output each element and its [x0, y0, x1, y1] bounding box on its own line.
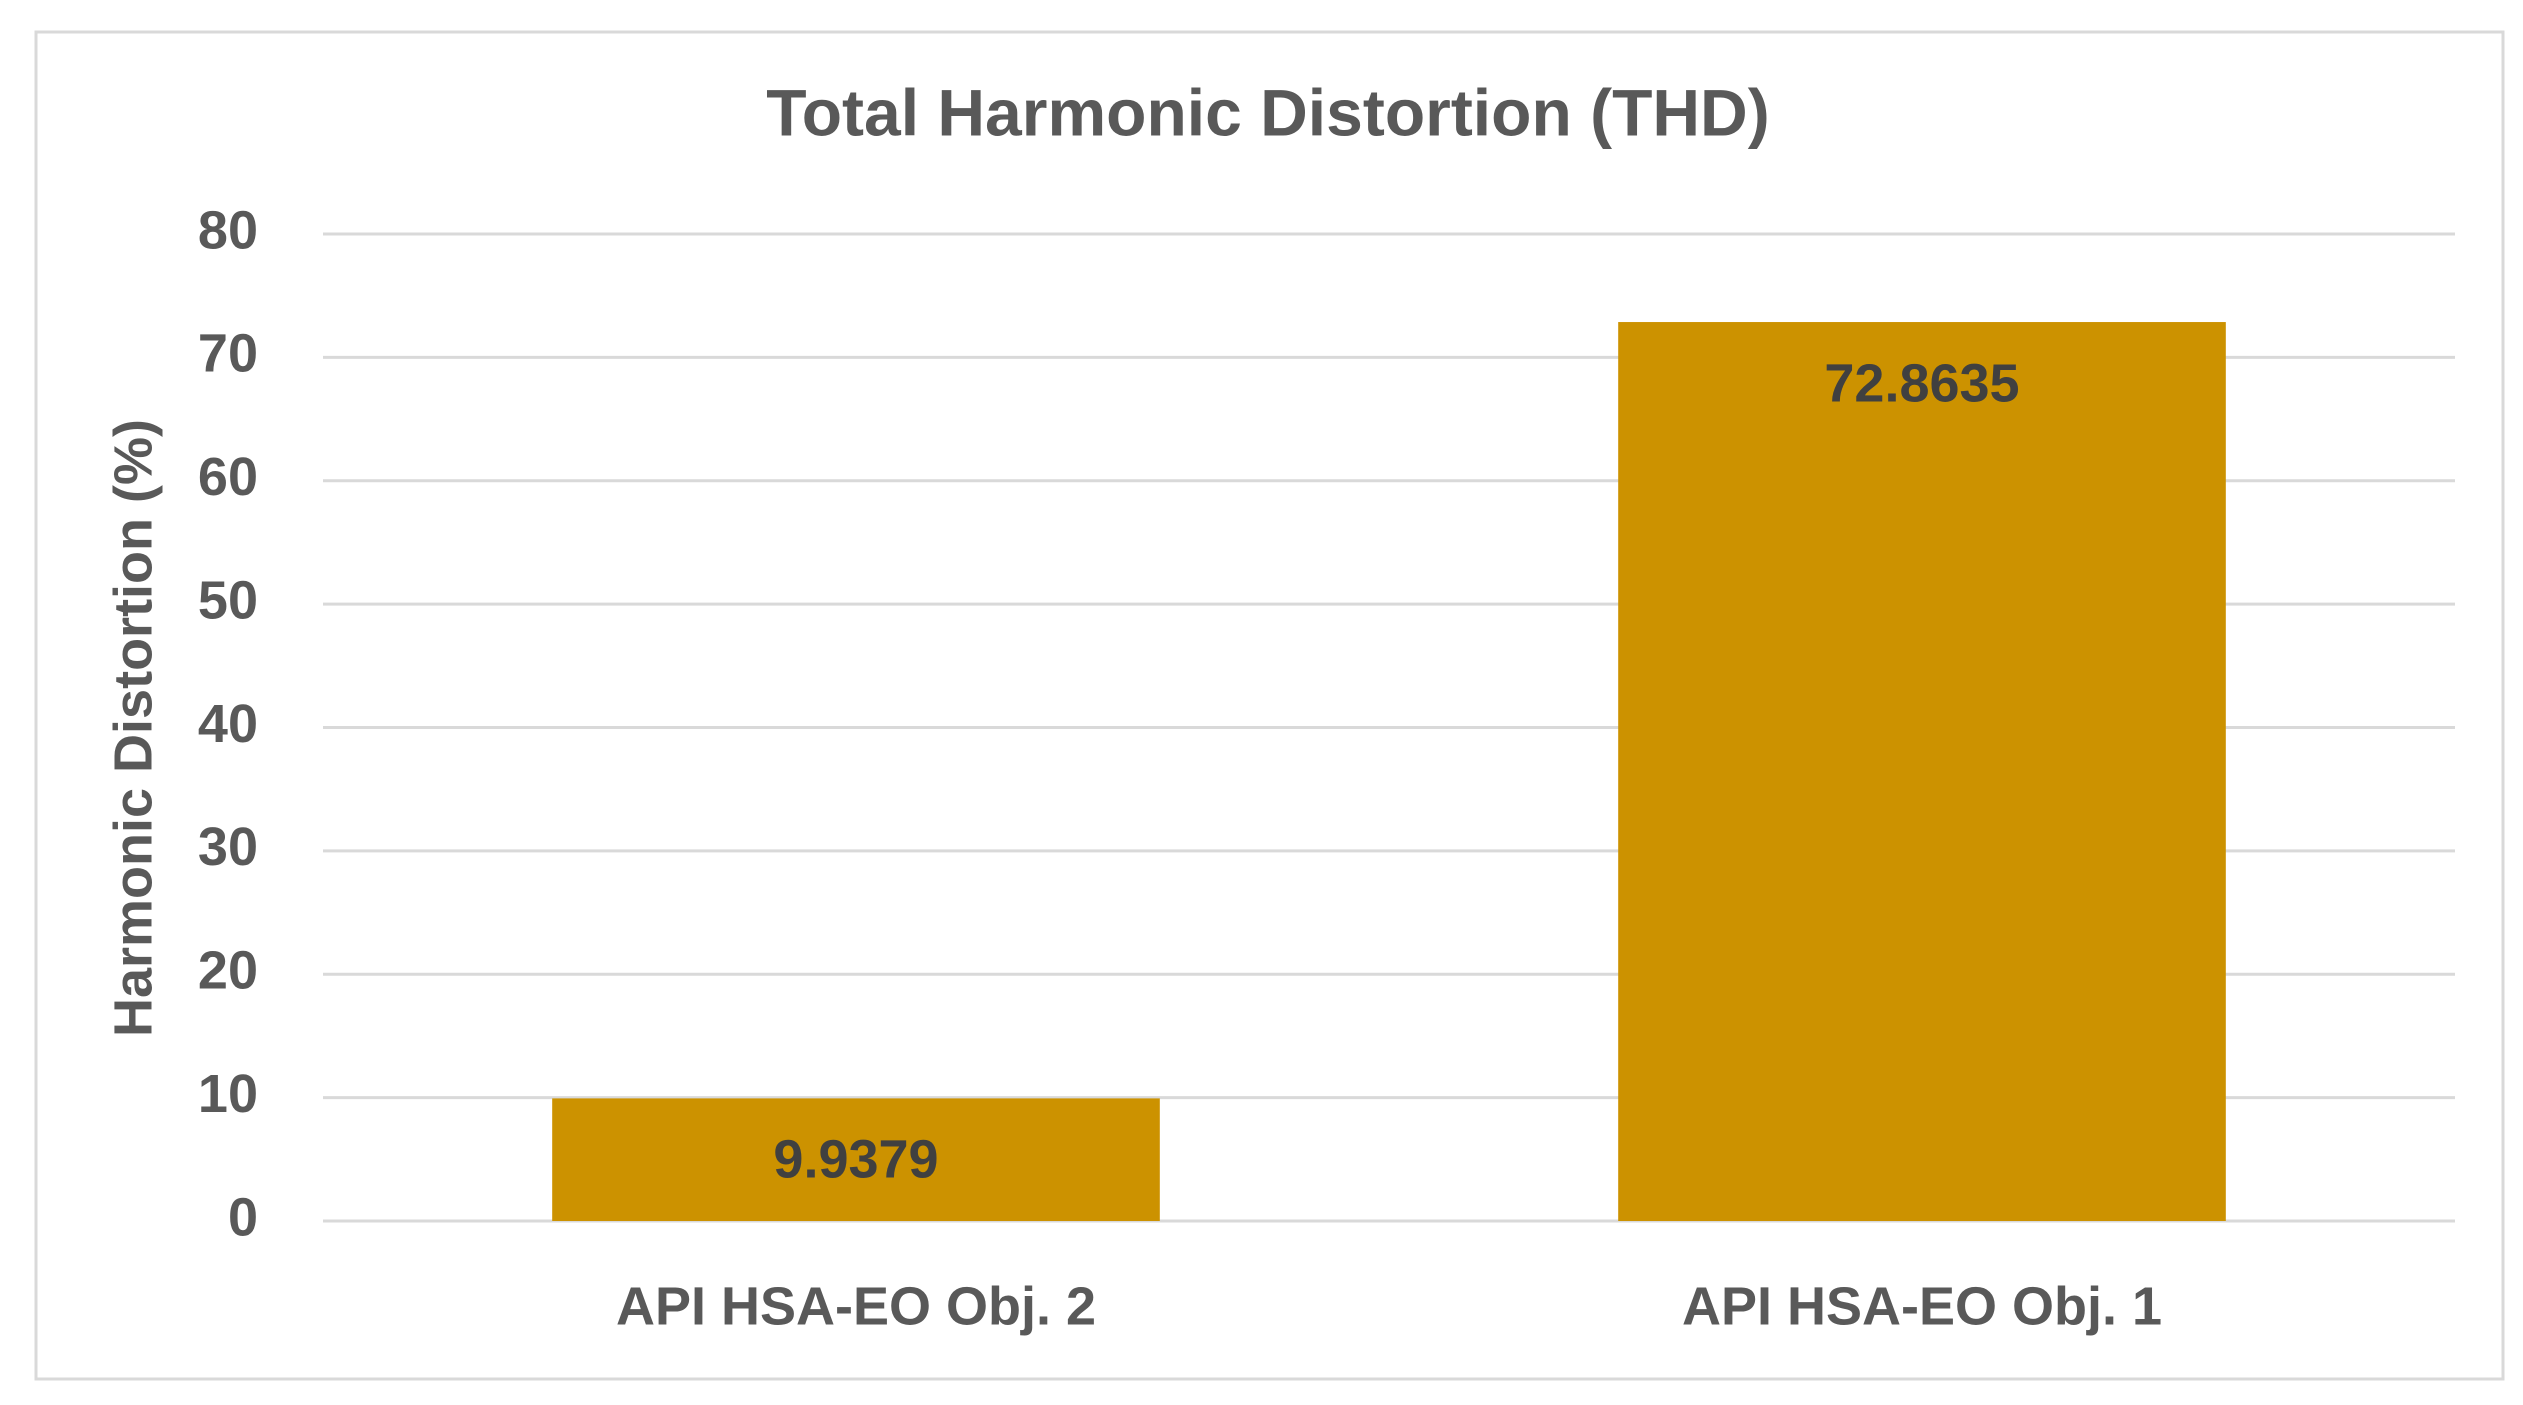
y-tick-label: 40: [198, 694, 258, 754]
bar: [1618, 322, 2226, 1221]
y-tick-label: 20: [198, 941, 258, 1001]
data-label: 9.9379: [773, 1130, 938, 1190]
y-tick-label: 50: [198, 570, 258, 630]
y-tick-label: 70: [198, 324, 258, 384]
data-label: 72.8635: [1824, 353, 2019, 413]
y-tick-label: 10: [198, 1064, 258, 1124]
y-tick-label: 30: [198, 817, 258, 877]
x-tick-label: API HSA-EO Obj. 1: [1682, 1276, 2162, 1336]
y-axis-label: Harmonic Distortion (%): [103, 419, 163, 1037]
y-tick-label: 0: [228, 1187, 258, 1247]
chart-title: Total Harmonic Distortion (THD): [766, 75, 1769, 149]
x-tick-label: API HSA-EO Obj. 2: [616, 1276, 1096, 1336]
y-tick-label: 80: [198, 200, 258, 260]
y-tick-label: 60: [198, 447, 258, 507]
bar: [552, 1098, 1160, 1221]
